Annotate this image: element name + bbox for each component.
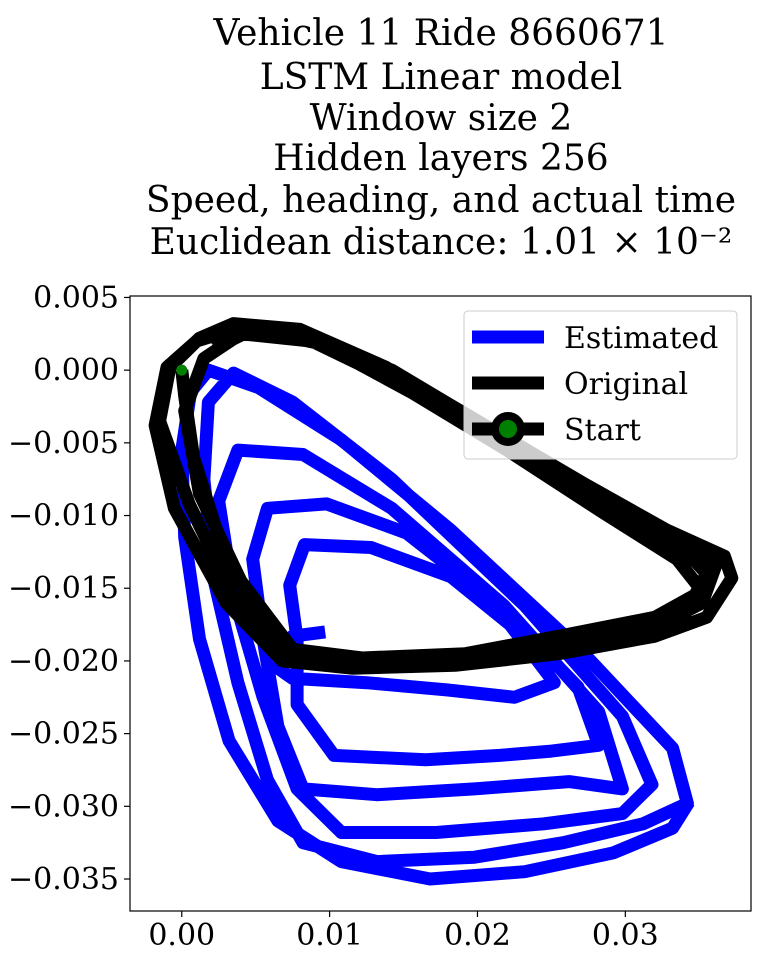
y-tick-label: −0.020 — [8, 644, 119, 679]
legend-box — [463, 310, 738, 460]
title-line-4: Hidden layers 256 — [273, 138, 608, 179]
x-tick-label: 0.00 — [148, 918, 215, 953]
x-axis: 0.00 0.01 0.02 0.03 — [148, 911, 659, 953]
title-line-2: LSTM Linear model — [260, 57, 623, 98]
x-tick-label: 0.03 — [592, 918, 659, 953]
y-tick-label: −0.035 — [8, 862, 119, 897]
legend-label-start: Start — [564, 413, 641, 448]
start-point-marker — [176, 364, 188, 376]
y-tick-label: −0.025 — [8, 717, 119, 752]
y-tick-label: 0.000 — [33, 353, 119, 388]
y-tick-label: 0.005 — [33, 280, 119, 315]
legend-label-original: Original — [564, 367, 688, 402]
title-line-6: Euclidean distance: 1.01 × 10⁻² — [150, 222, 733, 263]
legend-label-estimated: Estimated — [564, 321, 718, 356]
x-tick-label: 0.02 — [444, 918, 511, 953]
x-tick-label: 0.01 — [296, 918, 363, 953]
legend: Estimated Original Start — [463, 310, 738, 460]
y-tick-label: −0.005 — [8, 426, 119, 461]
y-tick-label: −0.010 — [8, 499, 119, 534]
y-tick-label: −0.015 — [8, 571, 119, 606]
title-line-1: Vehicle 11 Ride 8660671 — [212, 13, 668, 54]
title-line-3: Window size 2 — [310, 98, 573, 139]
series-layer — [148, 317, 739, 886]
y-axis: 0.005 0.000 −0.005 −0.010 −0.015 −0.020 −0.025… — [8, 280, 130, 897]
series-line-original — [148, 317, 739, 675]
y-tick-label: −0.030 — [8, 789, 119, 824]
legend-start-marker — [491, 412, 525, 446]
axes-frame — [129, 295, 752, 912]
title-line-5: Speed, heading, and actual time — [146, 180, 736, 221]
